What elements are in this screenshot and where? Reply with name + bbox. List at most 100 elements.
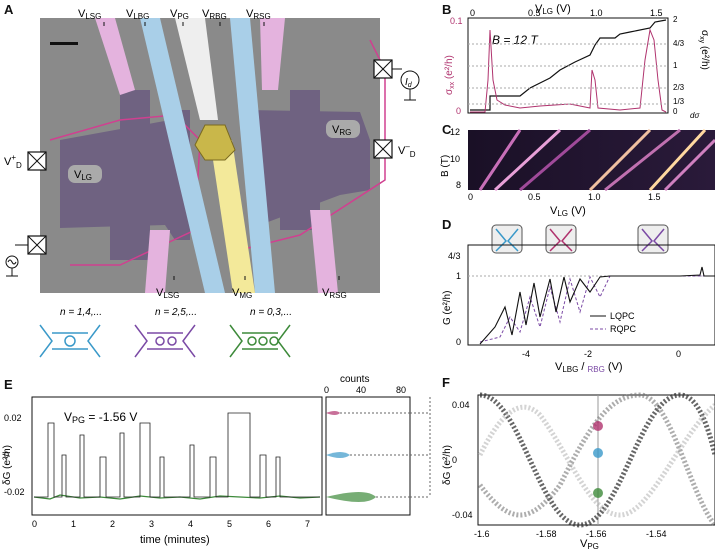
f-x-tick-2: -1.56 <box>586 529 607 539</box>
e-counts-tick-2: 80 <box>396 385 406 395</box>
gate-lsg-top <box>95 18 135 95</box>
b-right-tick-0: 2 <box>673 15 678 24</box>
device-sem-image: VLSG VLBG VPG VRBG VRSG VLSG VMG VRSG VL… <box>4 8 420 300</box>
f-point-magenta <box>593 421 603 431</box>
panel-a: A <box>0 0 440 300</box>
e-x-tick-3: 3 <box>149 519 154 529</box>
scale-bar <box>50 42 78 45</box>
f-y-axis-label: δG (e²/h) <box>442 445 453 485</box>
panel-e: E n = 1,4,... n = 2,5,... n = 0,3,... VP… <box>0 305 440 550</box>
f-y-tick-1: 0 <box>452 455 457 465</box>
b-x-tick-0: 0 <box>470 8 475 18</box>
b-right-tick-3: 2/3 <box>673 83 685 92</box>
region-lg-mesa <box>60 110 190 240</box>
d-rqpc-curve <box>479 275 715 343</box>
region-rg-badge <box>326 120 360 138</box>
b-sigma-xy-curve <box>470 19 667 111</box>
e-y-axis-label: δG (e²/h) <box>2 445 13 485</box>
e-trace-full <box>34 412 320 498</box>
b-sigma-xx-curve <box>470 28 667 113</box>
d-x-tick-0: -4 <box>522 349 530 359</box>
e-inset-label-3: n = 0,3,... <box>250 307 292 318</box>
b-x-tick-labels: 0 0.5 1.0 1.5 <box>470 8 663 18</box>
e-inset-label-2: n = 2,5,... <box>155 307 197 318</box>
gate-rbg <box>230 18 275 293</box>
c-x-tick-1: 0.5 <box>528 192 541 202</box>
quantum-dot <box>194 124 236 161</box>
e-x-axis-label: time (minutes) <box>140 534 210 546</box>
label-vrsg-bottom: VRSG <box>322 287 347 300</box>
c-y-tick-10: 10 <box>450 154 460 164</box>
chart-d: 4/3 1 0 G (e²/h) -4 -2 0 LQPC RQPC VLBG / … <box>442 224 715 374</box>
b-right-tick-2: 1 <box>673 61 678 70</box>
f-oscillation-3 <box>477 403 715 518</box>
d-legend-rqpc: RQPC <box>610 324 637 334</box>
b-x-tick-3: 1.5 <box>650 8 663 18</box>
f-x-tick-3: -1.54 <box>646 529 667 539</box>
e-inset-label-1: n = 1,4,... <box>60 307 102 318</box>
panel-f: F 0.04 0 -0.04 δG (e²/h) -1.6 -1.58 -1.56 -1.… <box>440 375 715 551</box>
d-legend-lqpc: LQPC <box>610 311 635 321</box>
e-y-tick-1: 0 <box>4 450 9 460</box>
b-x-tick-1: 0.5 <box>528 8 541 18</box>
label-vlsg-bottom: VLSG <box>156 287 179 300</box>
b-plateau-guides <box>468 43 668 105</box>
top-left-pad <box>120 90 150 130</box>
f-point-green <box>593 488 603 498</box>
c-x-tick-0: 0 <box>468 192 473 202</box>
panel-d-label: D <box>442 217 452 232</box>
e-y-tick-2: -0.02 <box>4 487 25 497</box>
b-right-tick-1: 4/3 <box>673 39 685 48</box>
c-y-axis-label: B (T) <box>440 155 451 177</box>
e-counts-tick-0: 0 <box>324 385 329 395</box>
b-xaxis-title: VLG (V) <box>535 3 571 16</box>
e-x-tick-1: 1 <box>71 519 76 529</box>
label-id: Id <box>405 77 413 89</box>
b-corner-label: dσ <box>690 111 700 120</box>
d-x-tick-2: 0 <box>676 349 681 359</box>
panel-d: D 4/3 1 0 G (e²/h) -4 -2 0 LQPC RQPC VLBG … <box>440 217 715 375</box>
d-y-axis-label: G (e²/h) <box>442 291 453 325</box>
label-vrsg-top: VRSG <box>246 8 271 21</box>
contact-vd-minus <box>373 139 393 159</box>
e-x-tick-5: 5 <box>227 519 232 529</box>
f-x-tick-0: -1.6 <box>474 529 490 539</box>
e-hist-peak-low <box>326 492 376 502</box>
panel-c: C 12 10 8 B (T) 0 0.5 1.0 1.5 VLG (V) <box>440 122 715 218</box>
e-x-tick-4: 4 <box>188 519 193 529</box>
label-vlg: VLG <box>74 169 92 182</box>
label-vrbg: VRBG <box>202 8 227 21</box>
d-schematic-insets <box>491 224 669 254</box>
panel-e-label: E <box>4 377 13 392</box>
b-left-tick-bottom: 0 <box>456 106 461 116</box>
f-oscillation-2 <box>478 392 715 527</box>
panel-f-label: F <box>442 375 450 390</box>
f-y-tick-2: -0.04 <box>452 510 473 520</box>
gate-label-ticks <box>103 22 340 280</box>
f-x-tick-1: -1.58 <box>536 529 557 539</box>
e-level-arrows <box>340 397 431 498</box>
gate-lsg-bottom <box>145 230 170 293</box>
f-plot-frame <box>477 394 715 526</box>
b-left-axis-label: σxx (e²/h) <box>444 55 456 95</box>
e-y-tick-0: 0.02 <box>4 413 22 423</box>
contact-vd-plus <box>27 151 47 171</box>
e-counts-tick-1: 40 <box>356 385 366 395</box>
label-vlsg-top: VLSG <box>78 8 101 21</box>
e-x-tick-0: 0 <box>32 519 37 529</box>
e-x-tick-2: 2 <box>110 519 115 529</box>
d-y-tick-43: 4/3 <box>448 251 461 261</box>
e-inset-diagrams <box>39 324 291 358</box>
e-x-tick-labels: 0 1 2 3 4 5 6 7 <box>32 519 310 529</box>
e-hist-peak-mid <box>326 452 350 458</box>
e-hist-peak-top <box>326 411 340 415</box>
contact-source <box>5 235 47 277</box>
label-vd-plus: V+D <box>4 153 22 170</box>
d-plot-frame <box>467 244 715 346</box>
b-left-tick-top: 0.1 <box>450 16 463 26</box>
c-x-axis-label: VLG (V) <box>550 205 586 217</box>
region-lg-badge <box>68 165 102 183</box>
b-right-tick-5: 0 <box>673 107 678 116</box>
contact-drain-top <box>373 59 420 101</box>
d-y-tick-0: 0 <box>456 337 461 347</box>
